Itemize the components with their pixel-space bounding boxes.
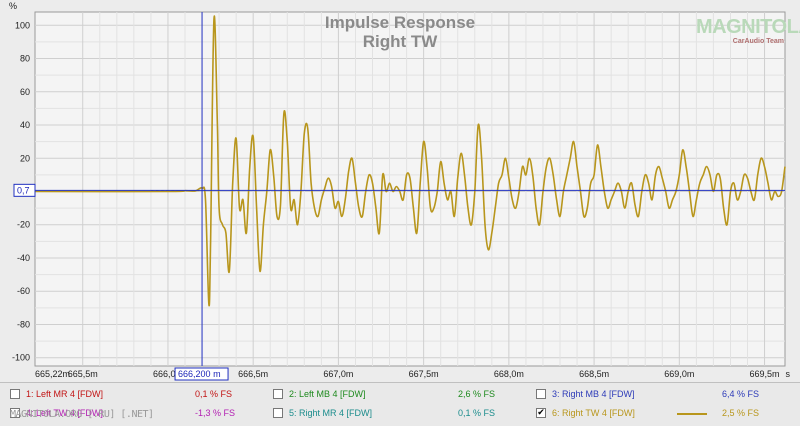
y-tick-label: 80 (20, 54, 30, 64)
legend-checkbox[interactable] (10, 389, 20, 399)
y-tick-label: 40 (20, 120, 30, 130)
x-tick-label: 666,0m (153, 369, 183, 379)
legend-checkbox[interactable]: ✔ (536, 408, 546, 418)
x-tick-label: 667,5m (409, 369, 439, 379)
legend-label: 4: Left TW 4 [FDW] (26, 408, 103, 418)
chart-title: Impulse Response (325, 13, 475, 32)
legend-value: 6,4 % FS (722, 389, 760, 399)
x-tick-label: 665,22m (35, 369, 70, 379)
magnitola-logo: MAGNITOLA CarAudio Team (696, 16, 800, 50)
legend-value: 2,5 % FS (722, 408, 760, 418)
chart-area: 100806040200-20-40-60-80-100665,22m665,5… (0, 0, 800, 382)
x-tick-label: 667,0m (323, 369, 353, 379)
legend-swatch (677, 413, 707, 415)
x-tick-label: 669,5m (750, 369, 780, 379)
impulse-response-chart[interactable]: 100806040200-20-40-60-80-100665,22m665,5… (0, 0, 800, 382)
legend-item-5[interactable]: 5: Right MR 4 [FDW] (273, 405, 372, 421)
plot-background (34, 11, 786, 367)
x-tick-label: 669,0m (664, 369, 694, 379)
y-tick-label: -20 (17, 220, 30, 230)
footer-watermark: MAGNITOLA.ORG [.RU] [.NET] (10, 409, 154, 420)
legend-label: 5: Right MR 4 [FDW] (289, 408, 373, 418)
legend-item-3[interactable]: 3: Right MB 4 [FDW] (536, 386, 635, 402)
y-tick-label: 20 (20, 153, 30, 163)
legend-value: 2,6 % FS (458, 389, 496, 399)
y-tick-label: -60 (17, 286, 30, 296)
legend-item-2[interactable]: 2: Left MB 4 [FDW] (273, 386, 366, 402)
cursor-y-value: 0,7 (17, 185, 30, 195)
cursor-x-readout: 666,200 m (174, 367, 229, 381)
y-tick-label: 60 (20, 87, 30, 97)
logo-sub-text: CarAudio Team (732, 38, 784, 45)
legend-value: -1,3 % FS (195, 408, 236, 418)
x-tick-label: 666,5m (238, 369, 268, 379)
cursor-x-value: 666,200 m (178, 369, 221, 379)
y-unit-label: % (9, 1, 17, 11)
legend-value: 0,1 % FS (195, 389, 233, 399)
legend-label: 3: Right MB 4 [FDW] (552, 389, 635, 399)
x-tick-label: 668,0m (494, 369, 524, 379)
y-tick-label: -100 (12, 353, 30, 363)
y-tick-label: -80 (17, 319, 30, 329)
legend-item-1[interactable]: 1: Left MR 4 [FDW] (10, 386, 103, 402)
cursor-y-box (13, 183, 36, 197)
legend-item-6[interactable]: ✔ 6: Right TW 4 [FDW] (536, 405, 635, 421)
chart-subtitle: Right TW (363, 32, 439, 51)
legend-label: 1: Left MR 4 [FDW] (26, 389, 104, 399)
x-tick-label: 668,5m (579, 369, 609, 379)
legend-item-4[interactable]: 4: Left TW 4 [FDW] (10, 405, 103, 421)
legend-panel: 1: Left MR 4 [FDW] 0,1 % FS 2: Left MB 4 [… (0, 382, 800, 426)
y-tick-label: -40 (17, 253, 30, 263)
legend-checkbox[interactable] (273, 389, 283, 399)
legend-value: 0,1 % FS (458, 408, 496, 418)
legend-checkbox[interactable] (536, 389, 546, 399)
cursor-y-readout: 0,7 (13, 183, 36, 197)
legend-label: 6: Right TW 4 [FDW] (552, 408, 635, 418)
cursor-x-box (174, 367, 229, 381)
legend-checkbox[interactable] (273, 408, 283, 418)
logo-main-text: MAGNITOLA (696, 16, 800, 38)
y-tick-label: 100 (15, 20, 30, 30)
x-unit-label: s (786, 369, 791, 379)
series-line-right-tw (34, 15, 786, 307)
legend-label: 2: Left MB 4 [FDW] (289, 389, 366, 399)
x-tick-label: 665,5m (68, 369, 98, 379)
legend-checkbox[interactable] (10, 408, 20, 418)
